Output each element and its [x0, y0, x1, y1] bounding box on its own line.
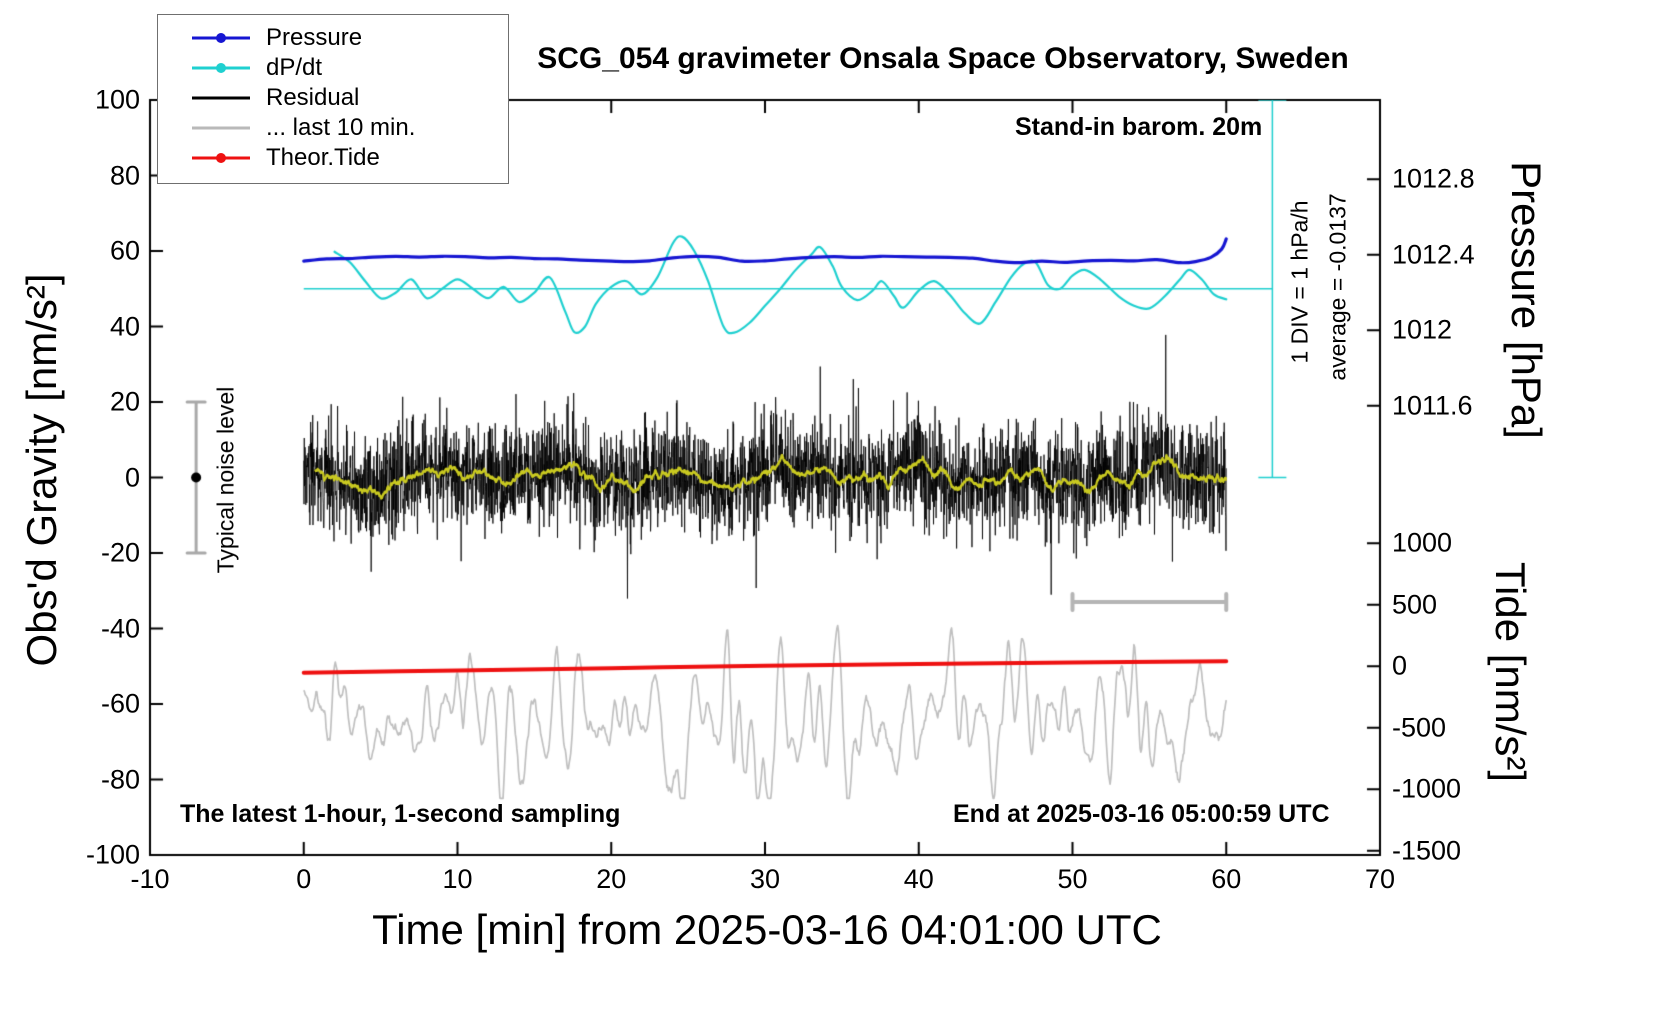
barometer-note: Stand-in barom. 20m: [1015, 113, 1263, 141]
legend-label: Theor.Tide: [266, 144, 380, 171]
legend-label: Pressure: [266, 24, 363, 51]
legend-line-sample: [192, 62, 250, 74]
x-tick-label: 60: [1211, 864, 1242, 894]
x-tick-label: 10: [442, 864, 473, 894]
sampling-note: The latest 1-hour, 1-second sampling: [180, 800, 621, 828]
x-tick-label: -10: [130, 864, 170, 894]
y-tick-label: 80: [109, 160, 140, 190]
div-scale-note: 1 DIV = 1 hPa/h: [1286, 200, 1313, 364]
y-tick-label: 0: [124, 462, 140, 492]
y-tick-label: 60: [109, 235, 140, 266]
y-axis-label-tide: Tide [nm/s²]: [1487, 561, 1534, 783]
y-axis-label-pressure: Pressure [hPa]: [1503, 161, 1550, 439]
x-tick-label: 50: [1057, 864, 1088, 894]
tide-tick-label: 1000: [1392, 527, 1453, 558]
legend-item-3: ... last 10 min.: [192, 114, 508, 141]
legend-item-1: dP/dt: [192, 54, 508, 81]
legend-item-2: Residual: [192, 84, 508, 111]
tide-tick-label: -500: [1392, 712, 1447, 743]
legend-line-sample: [192, 122, 250, 134]
x-tick-label: 70: [1364, 864, 1396, 894]
legend-label: Residual: [266, 84, 360, 111]
x-tick-label: 20: [596, 864, 627, 894]
average-note: average = -0.0137: [1324, 193, 1351, 381]
tide-tick-label: 500: [1392, 589, 1438, 620]
y-tick-label: -100: [85, 839, 140, 870]
y-axis-label-gravity: Obs'd Gravity [nm/s²]: [18, 273, 65, 667]
chart-title: SCG_054 gravimeter Onsala Space Observat…: [537, 42, 1349, 75]
pressure-tick-label: 1012.4: [1392, 239, 1475, 270]
x-tick-label: 40: [903, 864, 934, 894]
pressure-tick-label: 1012.8: [1392, 163, 1475, 194]
y-tick-label: -60: [100, 688, 140, 719]
x-axis-label: Time [min] from 2025-03-16 04:01:00 UTC: [372, 906, 1162, 953]
y-tick-label: 40: [109, 311, 140, 341]
legend-label: dP/dt: [266, 54, 323, 81]
legend-line-sample: [192, 92, 250, 104]
legend-item-0: Pressure: [192, 24, 508, 51]
y-tick-label: -40: [100, 613, 140, 643]
pressure-tick-label: 1012: [1392, 314, 1453, 345]
y-tick-label: -20: [100, 537, 140, 568]
end-time-note: End at 2025-03-16 05:00:59 UTC: [953, 800, 1330, 828]
x-tick-label: 30: [749, 864, 781, 894]
y-tick-label: 20: [109, 386, 140, 417]
tide-tick-label: -1000: [1392, 773, 1462, 804]
y-tick-label: 100: [94, 84, 140, 115]
x-tick-label: 0: [296, 864, 312, 894]
pressure-tick-label: 1011.6: [1392, 390, 1473, 421]
legend-item-4: Theor.Tide: [192, 144, 508, 171]
tide-tick-label: 0: [1392, 650, 1408, 681]
y-tick-label: -80: [100, 764, 140, 794]
legend-line-sample: [192, 32, 250, 44]
legend: Pressure dP/dt Residual ... last 10 min. The…: [157, 14, 509, 184]
tide-tick-label: -1500: [1392, 835, 1462, 866]
noise-level-label: Typical noise level: [212, 386, 239, 574]
legend-label: ... last 10 min.: [266, 114, 416, 141]
legend-line-sample: [192, 152, 250, 164]
